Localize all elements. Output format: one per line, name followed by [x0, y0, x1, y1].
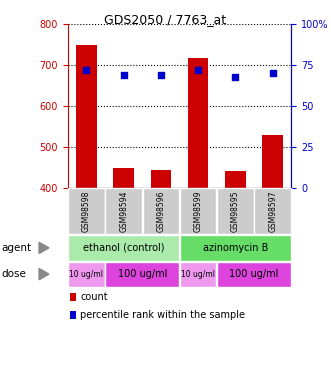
- Text: 10 ug/ml: 10 ug/ml: [70, 270, 104, 279]
- Text: 100 ug/ml: 100 ug/ml: [229, 269, 279, 279]
- Text: GSM98597: GSM98597: [268, 190, 277, 232]
- Text: GSM98596: GSM98596: [157, 190, 166, 232]
- Text: GSM98594: GSM98594: [119, 190, 128, 232]
- Bar: [188, 58, 209, 188]
- Point: [196, 67, 201, 73]
- Point: [121, 72, 126, 78]
- Text: GSM98598: GSM98598: [82, 190, 91, 232]
- Bar: [262, 135, 283, 188]
- Point: [233, 74, 238, 80]
- Text: GSM98599: GSM98599: [194, 190, 203, 232]
- Text: count: count: [80, 292, 108, 302]
- Text: dose: dose: [2, 269, 26, 279]
- Bar: [225, 171, 246, 188]
- Bar: [114, 168, 134, 188]
- Text: GSM98595: GSM98595: [231, 190, 240, 232]
- Text: 10 ug/ml: 10 ug/ml: [181, 270, 215, 279]
- Text: percentile rank within the sample: percentile rank within the sample: [80, 310, 245, 320]
- Text: GDS2050 / 7763_at: GDS2050 / 7763_at: [105, 13, 226, 26]
- Bar: [151, 170, 171, 188]
- Bar: [76, 45, 97, 188]
- Text: ethanol (control): ethanol (control): [83, 243, 165, 253]
- Text: agent: agent: [2, 243, 32, 253]
- Point: [84, 67, 89, 73]
- Point: [158, 72, 164, 78]
- Text: 100 ug/ml: 100 ug/ml: [118, 269, 167, 279]
- Point: [270, 70, 275, 76]
- Text: azinomycin B: azinomycin B: [203, 243, 268, 253]
